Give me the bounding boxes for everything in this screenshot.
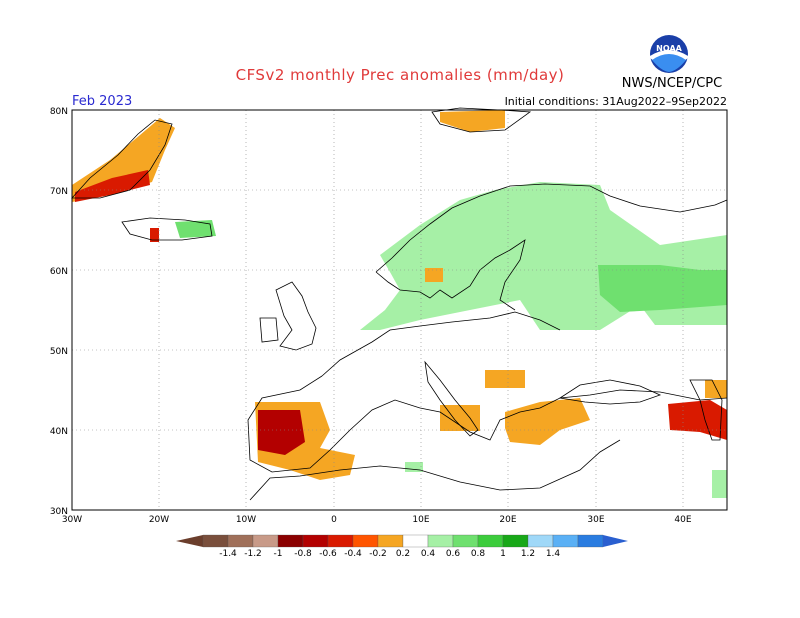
land-outlines <box>71 107 728 501</box>
forecast-month: Feb 2023 <box>72 94 133 109</box>
anomaly-middleeast-wet <box>712 470 727 498</box>
colorbar-label: -1 <box>274 549 283 559</box>
anomaly-russia-core <box>598 265 727 312</box>
lat-label-30n: 30N <box>50 507 68 517</box>
lon-label-20e: 20E <box>499 515 516 525</box>
colorbar-cells <box>202 534 604 548</box>
graticule <box>72 110 727 510</box>
colorbar-cell <box>502 534 529 548</box>
lon-label-30e: 30E <box>587 515 604 525</box>
colorbar-label: -0.8 <box>294 549 312 559</box>
coast-europe <box>247 311 728 473</box>
anomaly-libya-wet <box>405 462 423 472</box>
anomaly-caucasus <box>668 400 727 440</box>
lon-label-10e: 10E <box>412 515 429 525</box>
colorbar-cell <box>527 534 554 548</box>
lon-label-20w: 20W <box>149 515 169 525</box>
colorbar-cell <box>577 534 604 548</box>
colorbar-cell <box>427 534 454 548</box>
anomaly-greenland-core <box>75 170 150 202</box>
colorbar-cell <box>477 534 504 548</box>
chart-title: CFSv2 monthly Prec anomalies (mm/day) <box>235 66 565 84</box>
anomaly-layer <box>72 110 727 498</box>
coast-iceland <box>121 217 213 241</box>
lat-label-50n: 50N <box>50 347 68 357</box>
anomaly-balkans <box>505 398 590 445</box>
lat-label-60n: 60N <box>50 267 68 277</box>
anomaly-iceland-dry <box>150 228 159 242</box>
coast-britain <box>259 281 317 351</box>
colorbar: -1.4 -1.2 -1 -0.8 -0.6 -0.4 -0.2 0.2 0.4 0.6 0.8 1 1… <box>176 534 628 559</box>
lon-label-0: 0 <box>331 515 337 525</box>
coast-svalbard <box>431 107 532 133</box>
colorbar-cell <box>352 534 379 548</box>
colorbar-cell <box>327 534 354 548</box>
org-label: NWS/NCEP/CPC <box>621 76 723 91</box>
colorbar-cell <box>452 534 479 548</box>
anomaly-caucasus-edge <box>705 380 727 398</box>
lon-labels: 30W 20W 10W 0 10E 20E 30E 40E <box>62 515 692 525</box>
colorbar-labels: -1.4 -1.2 -1 -0.8 -0.6 -0.4 -0.2 0.2 0.4 0.6 0.8 1 1… <box>219 549 560 559</box>
colorbar-cell <box>277 534 304 548</box>
lat-label-80n: 80N <box>50 107 68 117</box>
coast-blacksea <box>558 379 662 405</box>
map-frame <box>71 109 728 511</box>
noaa-logo: NOAA <box>649 34 689 74</box>
colorbar-high-arrow <box>603 535 628 547</box>
anomaly-iceland <box>175 220 216 238</box>
colorbar-label: -1.2 <box>244 549 262 559</box>
colorbar-label: -0.6 <box>319 549 337 559</box>
anomaly-svalbard <box>440 110 505 132</box>
lat-label-40n: 40N <box>50 427 68 437</box>
coast-africa <box>249 439 621 501</box>
colorbar-label: 0.6 <box>446 549 461 559</box>
lat-label-70n: 70N <box>50 187 68 197</box>
colorbar-cell <box>377 534 404 548</box>
colorbar-cell <box>552 534 579 548</box>
colorbar-label: 1.2 <box>521 549 535 559</box>
colorbar-cell <box>252 534 279 548</box>
coast-italy <box>424 360 479 437</box>
lat-labels: 30N 40N 50N 60N 70N 80N <box>50 107 68 517</box>
colorbar-label: 1.4 <box>546 549 561 559</box>
colorbar-cell <box>227 534 254 548</box>
colorbar-label: -0.2 <box>369 549 387 559</box>
colorbar-label: 1 <box>500 549 506 559</box>
colorbar-cell <box>302 534 329 548</box>
coast-scandinavia <box>375 183 728 311</box>
lon-label-10w: 10W <box>236 515 256 525</box>
lon-label-40e: 40E <box>674 515 691 525</box>
colorbar-cell <box>402 534 429 548</box>
colorbar-low-arrow <box>176 535 203 547</box>
anomaly-italy <box>440 405 480 431</box>
colorbar-label: -0.4 <box>344 549 362 559</box>
anomaly-hungary <box>485 370 525 388</box>
lon-label-30w: 30W <box>62 515 82 525</box>
colorbar-label: 0.2 <box>396 549 410 559</box>
anomaly-iberia-core <box>258 410 305 455</box>
colorbar-label: 0.8 <box>471 549 486 559</box>
colorbar-label: -1.4 <box>219 549 237 559</box>
logo-text: NOAA <box>656 44 682 53</box>
coast-greenland <box>71 119 173 199</box>
colorbar-cell <box>202 534 229 548</box>
initial-conditions: Initial conditions: 31Aug2022–9Sep2022 <box>504 95 727 108</box>
anomaly-norway-dry <box>425 268 443 282</box>
coast-caspian <box>689 379 723 441</box>
colorbar-label: 0.4 <box>421 549 436 559</box>
